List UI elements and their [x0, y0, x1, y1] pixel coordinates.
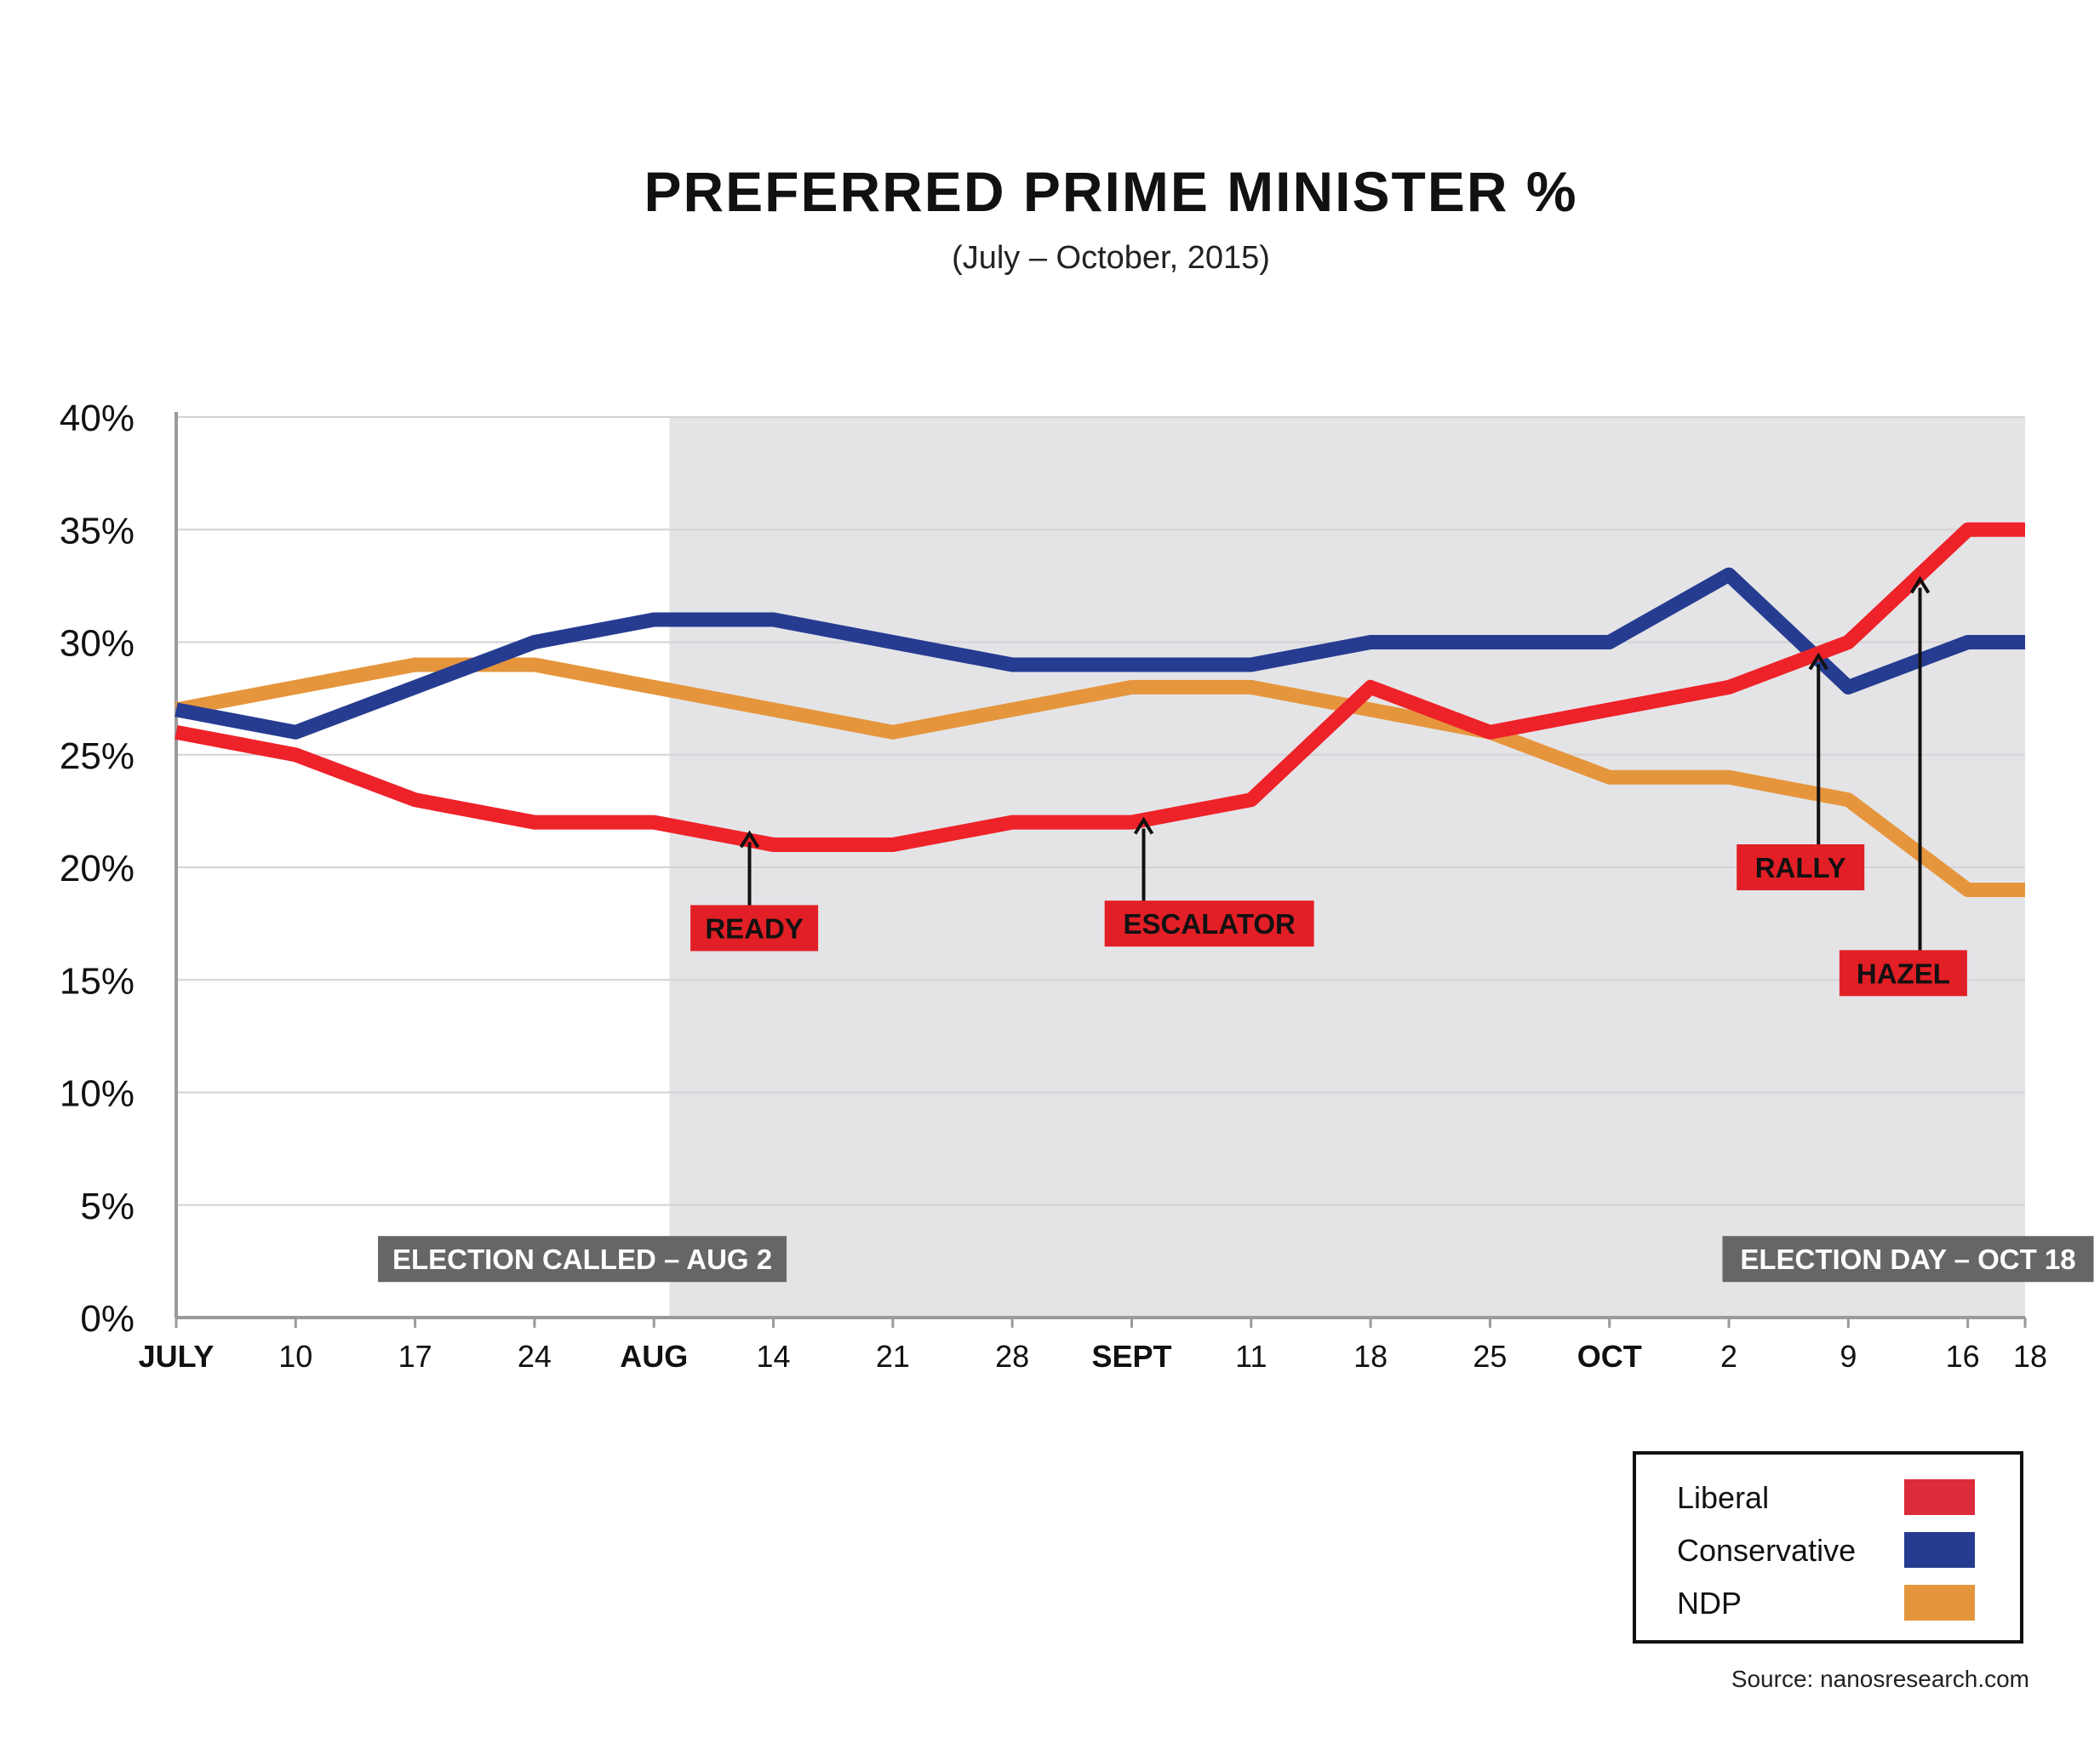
chart-title: PREFERRED PRIME MINISTER %	[644, 160, 1577, 223]
x-tick-label: JULY	[139, 1339, 215, 1374]
legend-label-liberal: Liberal	[1677, 1480, 1769, 1515]
series-line-liberal	[175, 522, 2025, 852]
annotation-arrow-head	[1133, 816, 1154, 835]
series-line-conservative	[175, 567, 2025, 740]
legend-label-ndp: NDP	[1677, 1586, 1742, 1621]
series-line-ndp	[175, 657, 2025, 897]
y-tick-label: 0%	[80, 1298, 134, 1340]
legend-swatch-conservative	[1904, 1532, 1975, 1568]
x-tick-label: 18	[1353, 1339, 1388, 1374]
legend-swatch-liberal	[1904, 1479, 1975, 1515]
x-tick-label: 24	[518, 1339, 552, 1374]
y-tick-label: 30%	[60, 623, 134, 665]
axes	[175, 412, 2025, 1319]
x-tick-label: 21	[876, 1339, 910, 1374]
period-notes: ELECTION CALLED – AUG 2 ELECTION DAY – OC…	[378, 1236, 2094, 1283]
note-box	[1722, 1236, 2094, 1283]
x-tick-label: 17	[398, 1339, 432, 1374]
y-axis-ticks: 0% 5% 10% 15% 20% 25% 30% 35% 40%	[60, 397, 134, 1340]
annotation-arrow-head	[739, 830, 760, 849]
source-credit: Source: nanosresearch.com	[1731, 1666, 2029, 1692]
x-tick-label: 18	[2013, 1339, 2047, 1374]
legend: Liberal Conservative NDP	[1633, 1451, 2023, 1644]
note-election-called: ELECTION CALLED – AUG 2	[392, 1244, 772, 1275]
gridlines	[176, 416, 2025, 1206]
y-tick-label: 40%	[60, 397, 134, 439]
plot-area: 0% 5% 10% 15% 20% 25% 30% 35% 40% JULY 10 17 24 AUG 1…	[60, 397, 2094, 1374]
x-tick-label: AUG	[620, 1339, 688, 1374]
event-annotations: READY ESCALATOR RALLY HAZEL	[690, 575, 1967, 997]
y-tick-label: 20%	[60, 848, 134, 889]
x-tick-label: 10	[278, 1339, 312, 1374]
legend-entry-liberal: Liberal	[1677, 1479, 1975, 1515]
legend-swatch-ndp	[1904, 1585, 1975, 1621]
annotation-label-ready: READY	[705, 912, 804, 944]
legend-label-conservative: Conservative	[1677, 1533, 1856, 1568]
note-election-day: ELECTION DAY – OCT 18	[1740, 1244, 2075, 1275]
annotation-label-escalator: ESCALATOR	[1124, 908, 1296, 940]
x-axis-ticks: JULY 10 17 24 AUG 14 21 28 SEPT 11 18 25 OCT 2 9 16 18	[139, 1318, 2047, 1374]
x-tick-label: 28	[995, 1339, 1029, 1374]
annotation-label-hazel: HAZEL	[1857, 958, 1950, 989]
annotation-box	[1104, 901, 1314, 947]
annotation-arrow-head	[1909, 575, 1931, 594]
y-tick-label: 5%	[80, 1186, 134, 1227]
note-box	[378, 1236, 787, 1283]
x-tick-label: 2	[1720, 1339, 1737, 1374]
y-tick-label: 25%	[60, 735, 134, 777]
x-tick-label: 14	[757, 1339, 791, 1374]
x-tick-label: 16	[1946, 1339, 1980, 1374]
chart-subtitle: (July – October, 2015)	[952, 240, 1270, 276]
y-tick-label: 15%	[60, 960, 134, 1002]
y-tick-label: 35%	[60, 510, 134, 552]
annotation-box	[1839, 950, 1967, 997]
annotation-arrow-head	[1808, 652, 1828, 671]
annotation-box	[690, 905, 819, 952]
x-tick-label: 25	[1473, 1339, 1507, 1374]
y-tick-label: 10%	[60, 1073, 134, 1115]
x-tick-label: 11	[1235, 1339, 1267, 1374]
legend-entry-ndp: NDP	[1677, 1585, 1975, 1621]
annotation-box	[1737, 844, 1865, 890]
x-tick-label: 9	[1840, 1339, 1857, 1374]
x-tick-label: SEPT	[1091, 1339, 1171, 1374]
series-lines	[175, 522, 2025, 897]
x-tick-label: OCT	[1577, 1339, 1642, 1374]
annotation-label-rally: RALLY	[1755, 852, 1846, 883]
legend-entry-conservative: Conservative	[1677, 1532, 1975, 1568]
